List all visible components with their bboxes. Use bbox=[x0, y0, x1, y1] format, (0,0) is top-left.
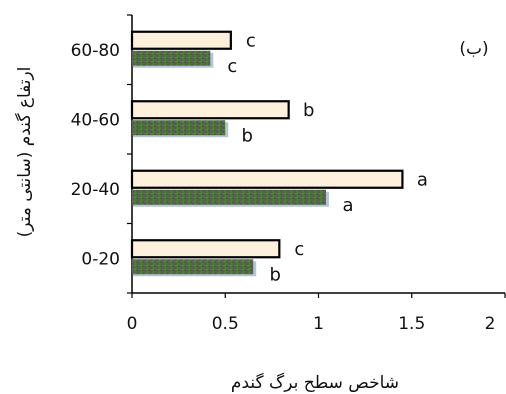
bar-series-1 bbox=[130, 100, 290, 120]
bar-series-2 bbox=[132, 189, 326, 205]
bar-series-2 bbox=[132, 50, 211, 66]
bar-series-1 bbox=[130, 169, 404, 189]
bar-series-1 bbox=[130, 30, 232, 50]
bar-series-2 bbox=[132, 259, 254, 275]
y-tick-label: 0-20 bbox=[81, 249, 120, 269]
bar-series-2 bbox=[132, 120, 226, 136]
y-axis-title: ارتفاع گندم (سانتی متر) bbox=[14, 67, 35, 238]
significance-letter: c bbox=[227, 56, 237, 77]
x-tick-label: 2 bbox=[485, 314, 496, 334]
x-tick-label: 0 bbox=[127, 314, 138, 334]
significance-letter: c bbox=[294, 239, 304, 260]
significance-letter: b bbox=[270, 264, 281, 285]
panel-label: (ب) bbox=[459, 39, 488, 59]
significance-letter: a bbox=[342, 195, 353, 216]
y-tick-label: 40-60 bbox=[71, 110, 120, 130]
significance-letter: a bbox=[417, 169, 428, 190]
x-tick-label: 1.5 bbox=[398, 314, 425, 334]
y-tick-label: 20-40 bbox=[71, 180, 120, 200]
significance-letter: b bbox=[303, 100, 314, 121]
y-tick-label: 60-80 bbox=[71, 41, 120, 61]
x-axis-title: شاخص سطح برگ گندم bbox=[231, 372, 399, 393]
significance-letter: b bbox=[242, 125, 253, 146]
bar-series-1 bbox=[130, 239, 281, 259]
x-tick-label: 1 bbox=[313, 314, 324, 334]
significance-letter: c bbox=[246, 30, 256, 51]
x-tick-label: 0.5 bbox=[212, 314, 239, 334]
